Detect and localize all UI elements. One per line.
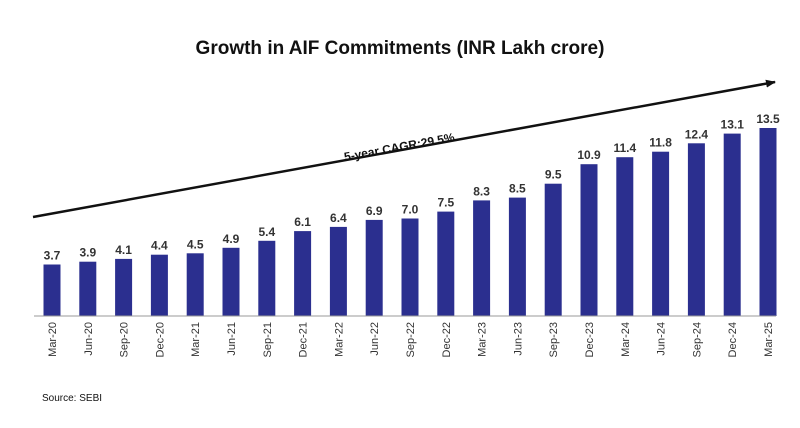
- bar-value-label: 11.4: [613, 141, 636, 155]
- x-tick-label: Dec-22: [441, 322, 453, 357]
- bar-sep-22: [401, 218, 419, 316]
- x-tick-label: Dec-23: [584, 322, 596, 357]
- bar-dec-20: [150, 254, 168, 316]
- bar-value-label: 10.9: [577, 148, 601, 162]
- x-tick-label: Sep-22: [405, 322, 417, 357]
- x-tick-label: Mar-21: [190, 322, 202, 357]
- x-tick-label: Mar-22: [333, 322, 345, 357]
- bar-mar-21: [186, 253, 204, 316]
- x-tick-label: Jun-20: [83, 322, 95, 356]
- bar-jun-20: [79, 261, 97, 316]
- bar-dec-21: [294, 231, 312, 316]
- x-tick-label: Jun-22: [369, 322, 381, 356]
- x-tick-label: Jun-23: [512, 322, 524, 356]
- bar-value-label: 13.5: [756, 112, 780, 126]
- x-tick-label: Mar-20: [47, 322, 59, 357]
- bar-value-label: 3.7: [44, 249, 61, 263]
- bar-sep-21: [258, 240, 276, 316]
- bar-value-label: 6.9: [366, 204, 383, 218]
- bar-sep-23: [544, 183, 562, 316]
- bar-jun-21: [222, 247, 240, 316]
- x-tick-label: Dec-20: [154, 322, 166, 357]
- bar-value-label: 13.1: [721, 118, 745, 132]
- bar-value-label: 6.4: [330, 211, 347, 225]
- bar-value-label: 7.5: [437, 196, 454, 210]
- x-tick-label: Sep-20: [119, 322, 131, 357]
- bar-value-label: 8.3: [473, 184, 490, 198]
- bar-mar-25: [759, 128, 777, 316]
- bar-mar-22: [329, 226, 347, 316]
- x-tick-label: Sep-21: [262, 322, 274, 357]
- bar-dec-22: [437, 211, 455, 316]
- bar-sep-20: [115, 258, 133, 316]
- x-tick-label: Sep-24: [691, 322, 703, 357]
- x-tick-label: Mar-23: [477, 322, 489, 357]
- bar-jun-24: [652, 151, 670, 316]
- x-tick-label: Jun-21: [226, 322, 238, 356]
- bar-value-label: 12.4: [685, 127, 709, 141]
- x-tick-label: Sep-23: [548, 322, 560, 357]
- bar-value-label: 6.1: [294, 215, 311, 229]
- bar-value-label: 4.9: [223, 232, 240, 246]
- bar-value-label: 3.9: [79, 246, 96, 260]
- x-tick-label: Jun-24: [656, 322, 668, 356]
- bar-jun-23: [508, 197, 526, 316]
- bar-mar-23: [473, 200, 491, 316]
- bar-value-label: 4.1: [115, 243, 132, 257]
- bar-mar-20: [43, 264, 61, 316]
- x-tick-label: Dec-21: [298, 322, 310, 357]
- bar-value-label: 7.0: [402, 203, 419, 217]
- bar-value-label: 5.4: [258, 225, 275, 239]
- bar-sep-24: [687, 143, 705, 316]
- bar-value-label: 9.5: [545, 168, 562, 182]
- bar-value-label: 11.8: [649, 136, 672, 150]
- x-tick-label: Mar-25: [763, 322, 775, 357]
- bar-value-label: 4.5: [187, 237, 204, 251]
- chart-title: Growth in AIF Commitments (INR Lakh cror…: [195, 38, 605, 59]
- bar-jun-22: [365, 219, 383, 316]
- bar-mar-24: [616, 157, 634, 316]
- bar-value-label: 4.4: [151, 239, 168, 253]
- bar-dec-24: [723, 133, 741, 316]
- bar-dec-23: [580, 164, 598, 316]
- source-note: Source: SEBI: [42, 393, 103, 404]
- x-tick-label: Dec-24: [727, 322, 739, 357]
- bars-layer: 3.7 Mar-20 3.9 Jun-20 4.1 Sep-20 4.4 Dec-20 4.5 M…: [43, 112, 780, 357]
- cagr-annotation: 5-year CAGR:29.5%: [343, 130, 456, 164]
- bar-value-label: 8.5: [509, 182, 526, 196]
- x-tick-label: Mar-24: [620, 322, 632, 357]
- cagr-arrow: [32, 79, 776, 219]
